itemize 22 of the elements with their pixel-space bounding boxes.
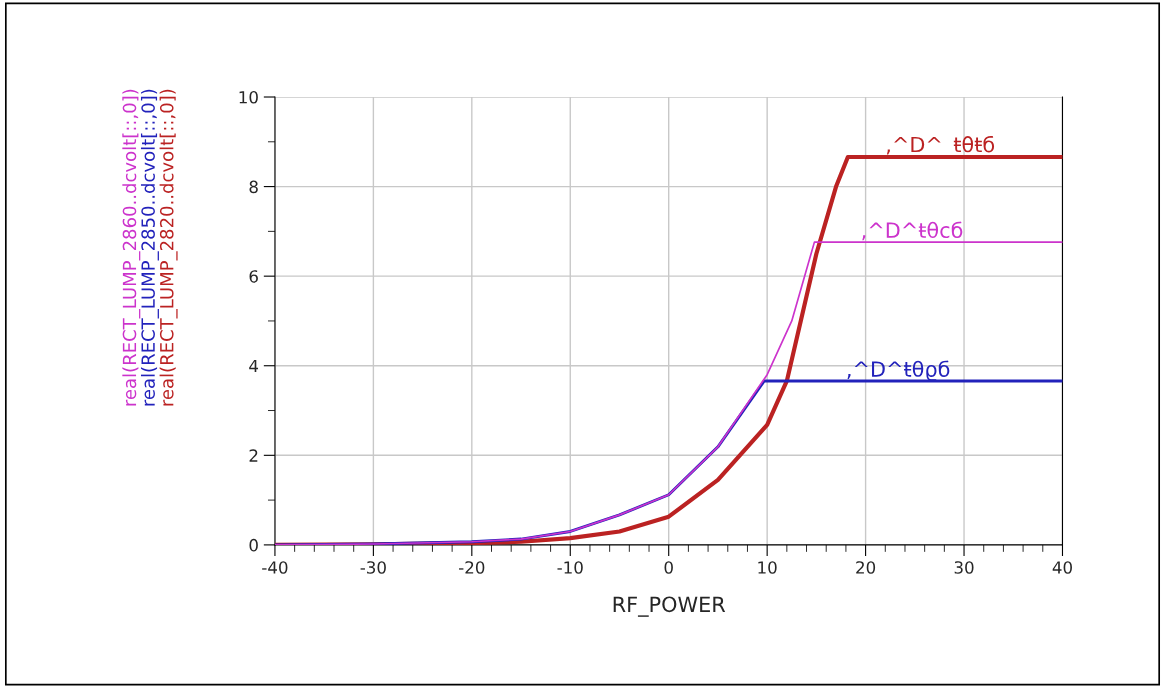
- x-axis-title: RF_POWER: [613, 596, 726, 617]
- x-tick-label: 0: [664, 561, 673, 574]
- y-tick-label: 4: [249, 359, 259, 373]
- x-tick-label: -20: [459, 561, 485, 574]
- y-tick-label: 8: [249, 180, 258, 194]
- x-tick-label: -30: [360, 561, 386, 574]
- x-tick-label: -40: [262, 561, 288, 574]
- annotation: ,^D^_ŧθŧб: [886, 135, 995, 158]
- x-tick-label: -10: [557, 561, 583, 574]
- y-tick-label: 6: [249, 270, 258, 283]
- x-tick-label: 20: [856, 561, 876, 574]
- annotation: ,^D^ŧθcб: [862, 221, 963, 241]
- y-tick-label: 2: [249, 449, 258, 462]
- text: real(RECT_LUMP_2860..dcvolt[::,0]): [122, 89, 141, 406]
- x-tick-label: 30: [954, 561, 974, 574]
- x-tick-label: 10: [758, 561, 777, 574]
- text: real(RECT_LUMP_2820..dcvolt[::,0]): [159, 89, 178, 406]
- y-tick-label: 0: [249, 538, 258, 552]
- y-tick-label: 10: [239, 90, 258, 104]
- x-tick-label: 40: [1052, 561, 1072, 574]
- annotation: ,^D^ŧθϱб: [847, 360, 950, 381]
- text: real(RECT_LUMP_2850..dcvolt[::,0]): [140, 89, 159, 406]
